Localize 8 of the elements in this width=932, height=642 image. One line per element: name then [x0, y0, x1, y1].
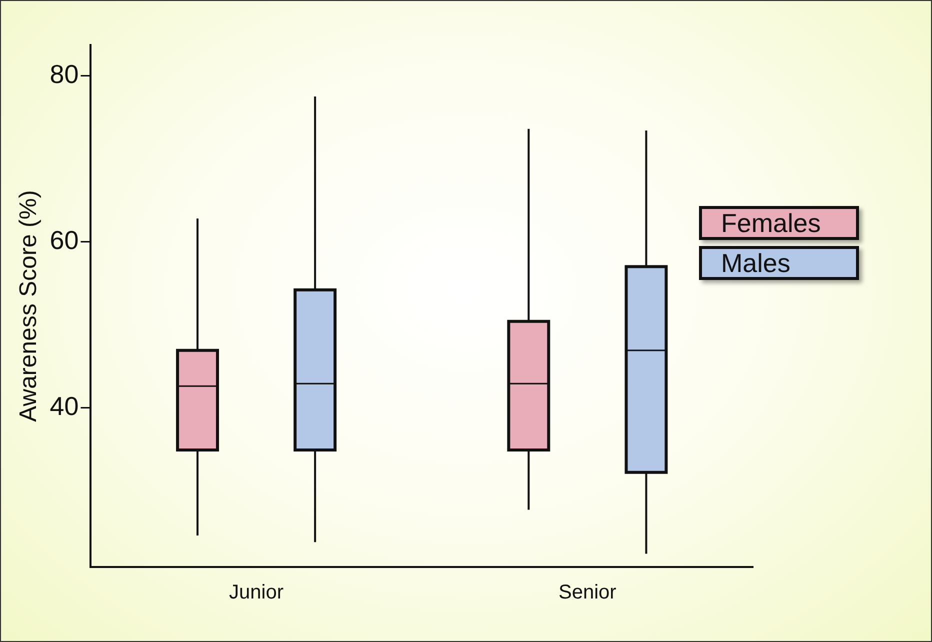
- y-tick-label: 40: [50, 390, 79, 421]
- y-axis-title: Awareness Score (%): [15, 190, 42, 422]
- y-tick-label: 80: [50, 58, 79, 89]
- x-tick-label: Junior: [229, 582, 284, 604]
- text: Males: [721, 248, 790, 278]
- text: Females: [721, 208, 821, 238]
- x-tick-label: Senior: [558, 582, 617, 604]
- y-tick-label: 60: [50, 224, 79, 255]
